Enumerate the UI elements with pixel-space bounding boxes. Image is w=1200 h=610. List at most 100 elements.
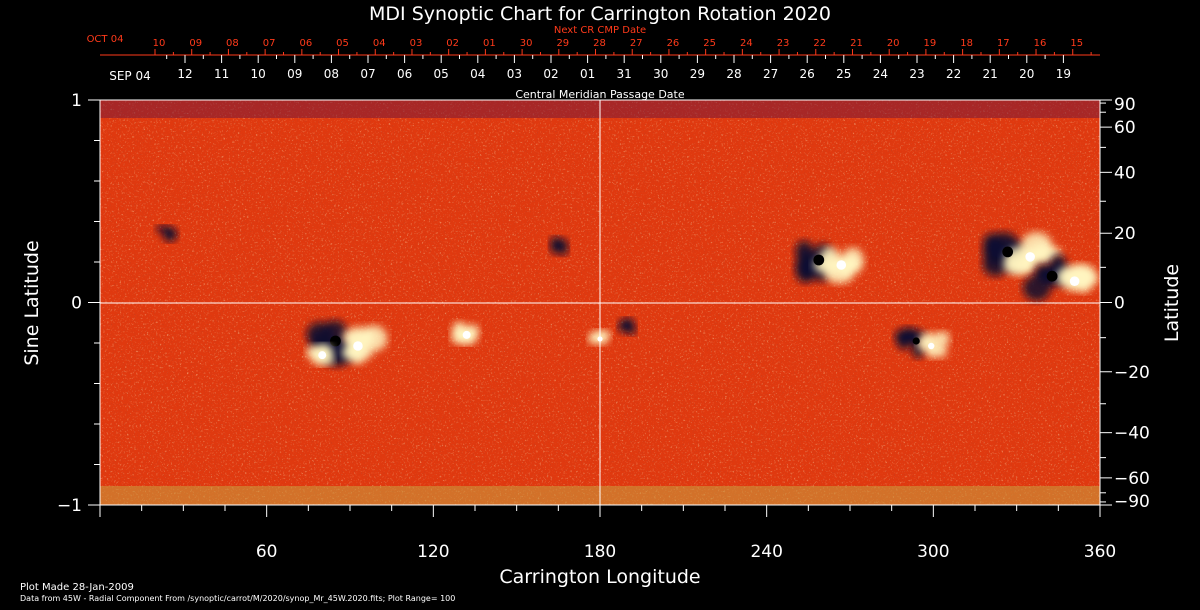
next-cr-ticks: 10 09 08 07 06 05 04 03 02 01 30 29 28 27 26 25 24 23 22 21…	[153, 38, 1092, 55]
next-cr-start-label: OCT 04	[87, 34, 124, 45]
next-cr-tick-label: 26	[667, 38, 680, 49]
cmp-tick-label: 05	[434, 67, 449, 81]
cmp-tick-label: 24	[873, 67, 888, 81]
cmp-tick-label: 28	[726, 67, 741, 81]
active-regions	[155, 225, 1099, 367]
cmp-tick-label: 21	[983, 67, 998, 81]
cmp-tick-label: 12	[177, 67, 192, 81]
active-region	[587, 329, 611, 346]
next-cr-tick-label: 24	[740, 38, 753, 49]
flux-speck	[306, 345, 321, 359]
umbra	[330, 335, 341, 347]
active-region	[549, 236, 569, 256]
cmp-axis-label: Central Meridian Passage Date	[515, 88, 684, 101]
cmp-tick-label: 20	[1019, 67, 1034, 81]
next-cr-tick-label: 22	[813, 38, 826, 49]
flux-speck	[343, 327, 376, 349]
flux-patch	[587, 329, 611, 346]
flux-speck	[560, 239, 568, 247]
flux-patch	[155, 225, 178, 243]
cmp-tick-label: 10	[251, 67, 266, 81]
next-cr-tick-label: 16	[1034, 38, 1047, 49]
next-cr-tick-label: 15	[1070, 38, 1083, 49]
next-cr-tick-label: 05	[336, 38, 349, 49]
cmp-tick-label: 04	[470, 67, 485, 81]
cmp-start-label: SEP 04	[109, 69, 151, 83]
cmp-tick-label: 01	[580, 67, 595, 81]
umbra	[912, 337, 920, 345]
y-axis-right-title: Latitude	[1161, 264, 1183, 342]
y-axis-right: 90 60 40 20 0 −20 −40 −60 −90	[1100, 95, 1150, 512]
y-right-tick-label: 60	[1114, 118, 1136, 138]
x-tick-label: 60	[256, 542, 278, 562]
flux-speck	[341, 343, 373, 362]
next-cr-tick-label: 30	[520, 38, 533, 49]
next-cr-tick-label: 01	[483, 38, 496, 49]
x-tick-label: 240	[750, 542, 782, 562]
next-cr-tick-label: 20	[887, 38, 900, 49]
cmp-tick-label: 30	[653, 67, 668, 81]
cmp-tick-label: 02	[543, 67, 558, 81]
cmp-tick-label: 09	[287, 67, 302, 81]
cmp-tick-label: 29	[690, 67, 705, 81]
next-cr-tick-label: 23	[777, 38, 790, 49]
plot-made-note: Plot Made 28-Jan-2009	[20, 582, 134, 593]
cmp-tick-label: 19	[1056, 67, 1071, 81]
x-tick-label: 360	[1084, 542, 1116, 562]
next-cr-tick-label: 21	[850, 38, 863, 49]
chart-title: MDI Synoptic Chart for Carrington Rotati…	[369, 3, 831, 25]
data-source-note: Data from 45W - Radial Component From /s…	[20, 594, 455, 603]
cmp-tick-label: 26	[800, 67, 815, 81]
umbra	[1025, 252, 1035, 262]
active-region	[306, 343, 335, 366]
flux-speck	[322, 320, 347, 344]
flux-speck	[922, 331, 934, 346]
active-region	[617, 317, 637, 335]
next-cr-tick-label: 02	[446, 38, 459, 49]
y-right-tick-label: −90	[1114, 492, 1150, 512]
cmp-tick-label: 08	[324, 67, 339, 81]
active-region	[155, 225, 178, 243]
y-right-tick-label: 20	[1114, 224, 1136, 244]
flux-speck	[557, 245, 569, 256]
umbra	[1069, 276, 1080, 287]
flux-patch	[894, 327, 927, 359]
x-tick-label: 300	[917, 542, 949, 562]
cmp-tick-label: 06	[397, 67, 412, 81]
cmp-tick-label: 31	[617, 67, 632, 81]
umbra	[462, 330, 471, 339]
next-cr-tick-label: 27	[630, 38, 643, 49]
cmp-date-ticks: 12 11 10 09 08 07 06 05 04 03 02 01 31 30 29 28 27 26 25 24…	[166, 55, 1071, 81]
y-right-tick-label: −20	[1114, 363, 1150, 383]
active-region	[451, 321, 480, 345]
active-region	[306, 320, 388, 367]
next-cr-tick-label: 08	[226, 38, 239, 49]
umbra	[813, 254, 825, 266]
x-axis-title: Carrington Longitude	[499, 566, 700, 588]
flux-speck	[934, 344, 948, 358]
umbra	[318, 351, 327, 360]
y-right-tick-label: −40	[1114, 424, 1150, 444]
active-region	[894, 327, 951, 359]
y-axis-left-title: Sine Latitude	[21, 240, 43, 365]
next-cr-tick-label: 07	[263, 38, 276, 49]
next-cr-tick-label: 18	[960, 38, 973, 49]
x-tick-label: 120	[417, 542, 449, 562]
y-right-tick-label: −60	[1114, 469, 1150, 489]
flux-speck	[627, 325, 637, 335]
next-cr-tick-label: 06	[299, 38, 312, 49]
active-region	[982, 231, 1062, 277]
umbra	[1046, 270, 1058, 282]
umbra	[836, 260, 847, 270]
next-cr-tick-label: 09	[189, 38, 202, 49]
y-left-tick-label: −1	[57, 496, 82, 516]
cmp-tick-label: 03	[507, 67, 522, 81]
next-cr-tick-label: 25	[703, 38, 716, 49]
flux-speck	[587, 332, 600, 345]
cmp-tick-label: 22	[946, 67, 961, 81]
umbra	[928, 342, 935, 350]
next-cr-tick-label: 10	[153, 38, 166, 49]
active-region	[1022, 254, 1099, 301]
flux-speck	[932, 331, 951, 347]
y-axis-left: −1 0 1	[57, 91, 100, 516]
